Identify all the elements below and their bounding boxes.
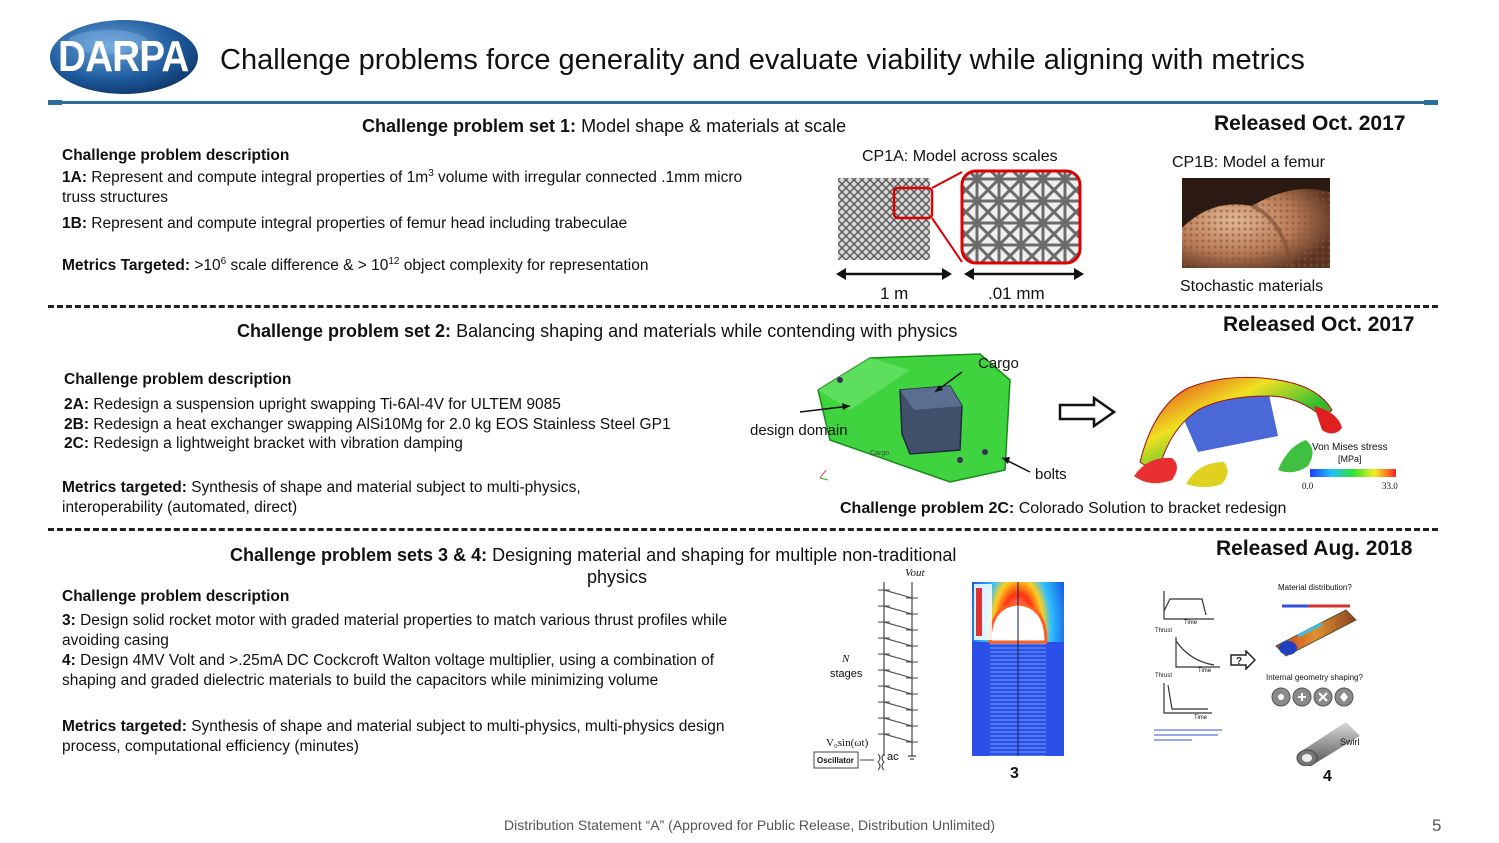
cargo-small-label: Cargo xyxy=(870,450,890,457)
rule-tick-right xyxy=(1424,100,1438,105)
time-label-2: Time xyxy=(1198,668,1212,674)
legend-colorbar xyxy=(1310,469,1396,477)
set2-item-2a: 2A: Redesign a suspension upright swappi… xyxy=(64,396,561,413)
page-title: Challenge problems force generality and … xyxy=(220,44,1305,76)
truss-figure xyxy=(834,168,1086,266)
set2-released: Released Oct. 2017 xyxy=(1223,313,1415,336)
set34-item-3: 3: Design solid rocket motor with graded… xyxy=(62,612,728,649)
set1-metrics: Metrics Targeted: >106 scale difference … xyxy=(62,256,649,274)
internal-geometry-icons xyxy=(1270,686,1356,708)
label-design-domain: design domain xyxy=(750,422,848,439)
svg-text:?: ? xyxy=(1236,656,1242,667)
set34-desc-heading: Challenge problem description xyxy=(62,588,290,605)
scale-label-1m: 1 m xyxy=(880,284,909,303)
internal-geometry-label: Internal geometry shaping? xyxy=(1266,673,1363,682)
arrow-icon xyxy=(1058,395,1117,429)
cw-circuit-diagram xyxy=(812,568,942,778)
set1-released: Released Oct. 2017 xyxy=(1214,112,1406,135)
legend-title: Von Mises stress xyxy=(1312,442,1388,453)
section-divider-1 xyxy=(48,305,1438,308)
darpa-logo: DARPA xyxy=(48,18,200,96)
rule-tick-left xyxy=(48,100,62,105)
time-label-1: Time xyxy=(1184,620,1198,626)
swirl-label: Swirl xyxy=(1340,737,1360,747)
circuit-ac: ac xyxy=(887,751,899,763)
thrust-profile-plots xyxy=(1150,585,1230,721)
material-distribution-label: Material distribution? xyxy=(1278,583,1352,592)
circuit-stages: stages xyxy=(830,668,863,680)
set2-metrics: Metrics targeted: Synthesis of shape and… xyxy=(62,479,581,516)
circuit-n: N xyxy=(842,653,850,665)
set34-released: Released Aug. 2018 xyxy=(1216,537,1413,560)
page-number: 5 xyxy=(1432,816,1442,835)
scale-arrows xyxy=(834,266,1086,282)
set34-heading-line2: physics xyxy=(587,567,648,587)
distribution-statement: Distribution Statement “A” (Approved for… xyxy=(504,817,995,833)
fig4-label: 4 xyxy=(1323,768,1332,785)
set1-item-1a: 1A: Represent and compute integral prope… xyxy=(62,168,743,206)
set1-item-1b: 1B: Represent and compute integral prope… xyxy=(62,215,628,232)
circuit-vin: V₀sin(ωt) xyxy=(826,737,869,749)
section-divider-2 xyxy=(48,528,1438,531)
circuit-vout: Vout xyxy=(905,567,925,579)
set2-heading: Challenge problem set 2: Balancing shapi… xyxy=(237,321,958,341)
logo-text: DARPA xyxy=(58,32,189,81)
capacitor-material-image xyxy=(1268,596,1364,664)
legend-unit: [MPa] xyxy=(1338,454,1362,464)
set2-item-2b: 2B: Redesign a heat exchanger swapping A… xyxy=(64,416,671,433)
set1-heading: Challenge problem set 1: Model shape & m… xyxy=(362,116,847,136)
label-bolts: bolts xyxy=(1035,466,1067,483)
thrust-label-1: Thrust xyxy=(1155,628,1173,634)
set2-desc-heading: Challenge problem description xyxy=(64,371,292,388)
rocket-field-plot xyxy=(972,582,1064,756)
time-label-3: Time xyxy=(1194,715,1208,721)
femur-image xyxy=(1182,178,1330,269)
circuit-oscillator: Oscillator xyxy=(817,756,854,765)
annotation-lines xyxy=(790,350,1070,490)
cp2c-caption: Challenge problem 2C: Colorado Solution … xyxy=(840,500,1287,517)
cp1a-caption: CP1A: Model across scales xyxy=(862,148,1058,165)
fig3-label: 3 xyxy=(1010,765,1019,782)
swirl-cylinder-image xyxy=(1290,714,1366,767)
header-rule xyxy=(48,101,1438,104)
cp1b-caption: CP1B: Model a femur xyxy=(1172,154,1325,171)
scale-label-01mm: .01 mm xyxy=(988,284,1045,303)
bracket-stress-figure xyxy=(1128,366,1344,492)
set34-metrics: Metrics targeted: Synthesis of shape and… xyxy=(62,718,725,755)
set34-item-4: 4: Design 4MV Volt and >.25mA DC Cockcro… xyxy=(62,652,715,689)
question-arrow-icon: ? xyxy=(1230,649,1257,671)
label-cargo: Cargo xyxy=(978,355,1019,372)
design-domain-figure xyxy=(810,350,1050,490)
legend-max: 33.0 xyxy=(1382,481,1398,491)
femur-caption: Stochastic materials xyxy=(1180,278,1324,295)
legend-min: 0.0 xyxy=(1302,481,1314,491)
reference-links xyxy=(1152,728,1224,744)
set1-desc-heading: Challenge problem description xyxy=(62,147,290,164)
thrust-label-2: Thrust xyxy=(1155,673,1173,679)
set34-heading-line1: Challenge problem sets 3 & 4: Designing … xyxy=(230,545,957,565)
set2-item-2c: 2C: Redesign a lightweight bracket with … xyxy=(64,435,463,452)
